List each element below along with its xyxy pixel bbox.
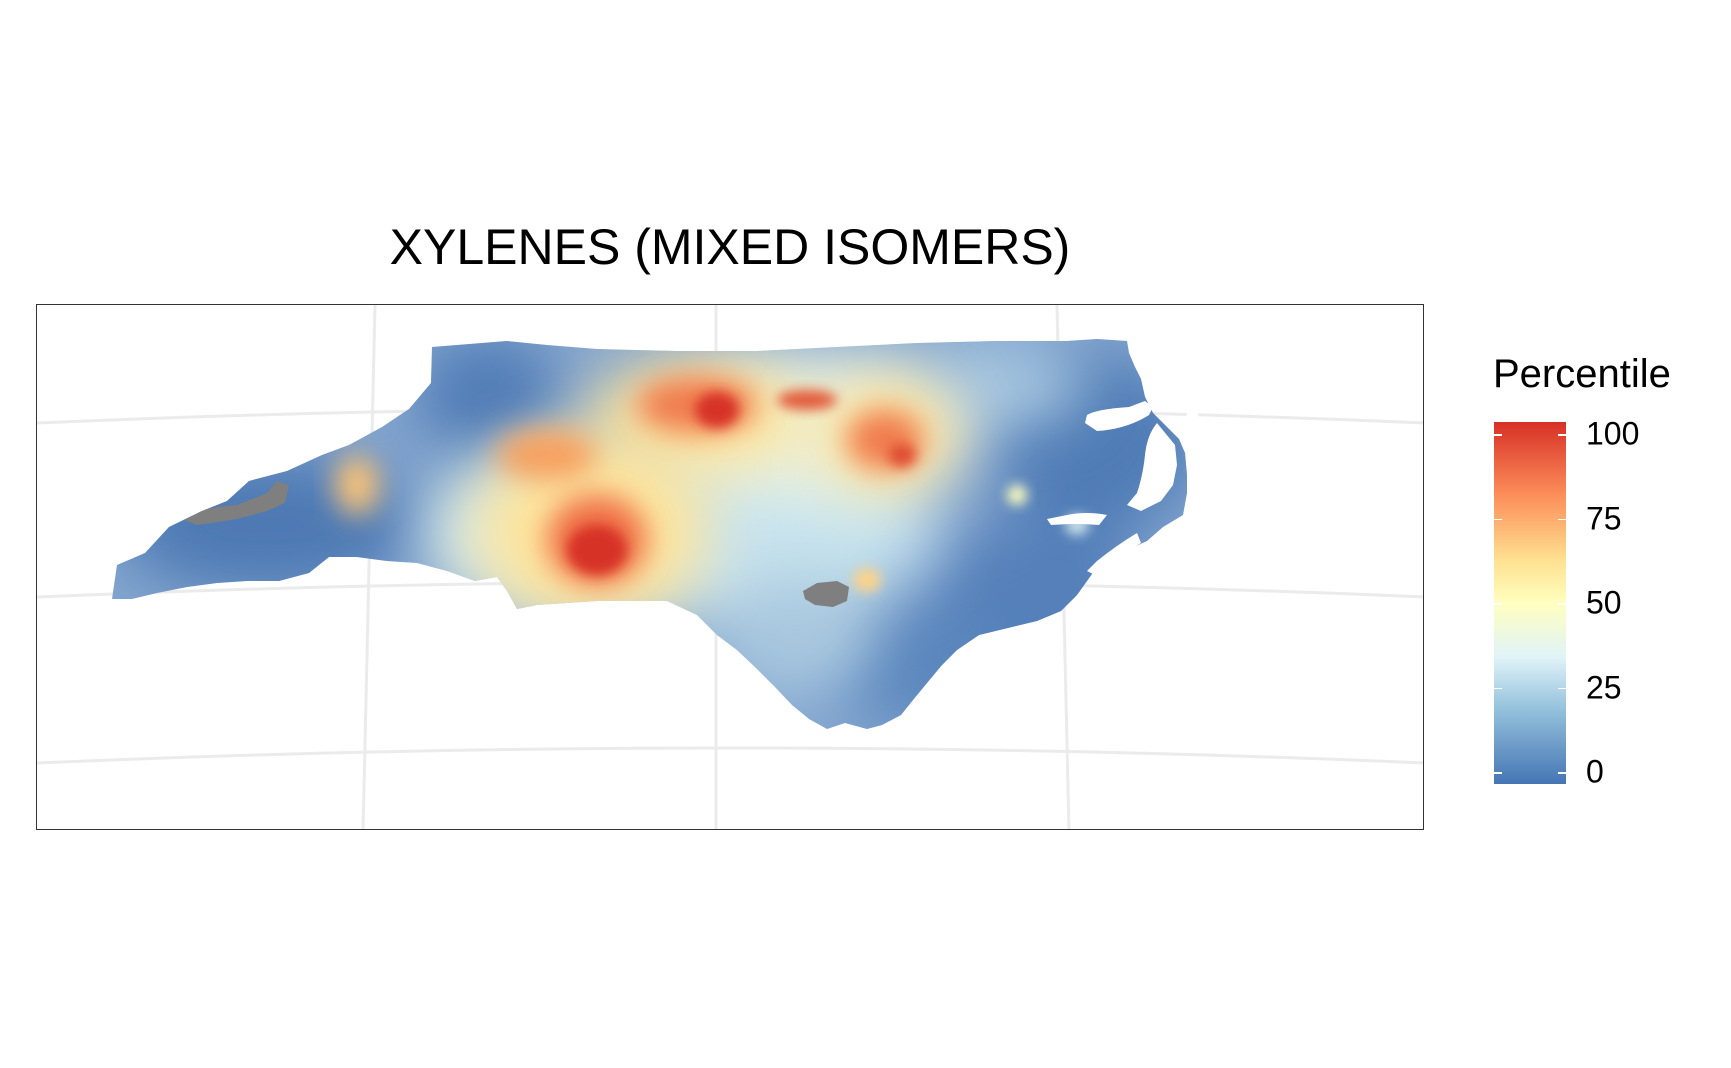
albemarle-sound: [1085, 401, 1153, 431]
legend-tick-label: 75: [1586, 500, 1622, 536]
legend-tick-left: [1494, 603, 1502, 605]
hotspot-regions: [335, 360, 1089, 769]
legend-tick-label: 100: [1586, 415, 1640, 452]
pamlico-river: [1047, 513, 1107, 525]
hotspot-wilmington: [995, 737, 1023, 769]
legend-tick-right: [1558, 434, 1566, 436]
legend-tick-left: [1494, 518, 1502, 520]
legend-tick-left: [1494, 772, 1502, 774]
legend-colorbar: [1494, 422, 1566, 784]
legend-tick-right: [1558, 603, 1566, 605]
sound-interior: [1184, 405, 1205, 495]
legend-title: Percentile: [1493, 352, 1671, 396]
nc-choropleth: [112, 339, 1187, 769]
missing-data-areas: [177, 481, 849, 607]
neuse-river: [1087, 533, 1141, 575]
hotspot-asheville: [335, 455, 379, 515]
hotspot-triangle-core: [888, 443, 916, 467]
hotspot-hickory: [497, 430, 597, 480]
legend-tick-label: 0: [1586, 753, 1604, 790]
map-canvas: [37, 305, 1423, 829]
hotspot-fayetteville: [853, 568, 881, 592]
hotspot-charlotte-core: [567, 525, 627, 575]
legend-tick-right: [1558, 772, 1566, 774]
legend-tick-label: 50: [1586, 584, 1622, 621]
pamlico-sound-upper: [1127, 423, 1177, 511]
legend-tick-right: [1558, 687, 1566, 689]
map-panel: [36, 304, 1424, 830]
region-east: [927, 515, 1147, 695]
graticule-lon-1: [361, 305, 377, 829]
hotspot-rocky-mount: [1007, 485, 1027, 505]
map-title: XYLENES (MIXED ISOMERS): [389, 219, 1071, 275]
region-northeast-light: [907, 345, 1087, 425]
water-bodies: [1047, 401, 1207, 575]
legend-tick-left: [1494, 687, 1502, 689]
region-south-central: [717, 575, 877, 695]
region-northwest: [417, 339, 557, 455]
hotspot-burlington: [777, 390, 837, 410]
missing-area-west: [177, 481, 289, 525]
legend-tick-label: 25: [1586, 669, 1622, 705]
legend-tick-left: [1494, 434, 1502, 436]
hotspot-triad-core: [695, 392, 739, 428]
outer-banks-channel: [1189, 415, 1207, 517]
graticule-lat-south: [37, 746, 1423, 765]
legend-tick-right: [1558, 518, 1566, 520]
missing-area-fort-bragg: [803, 581, 849, 607]
